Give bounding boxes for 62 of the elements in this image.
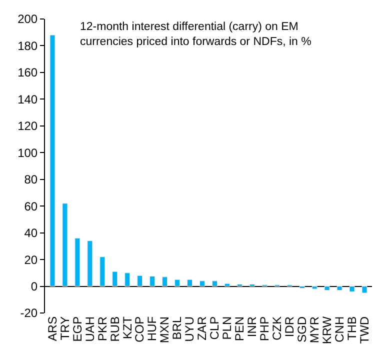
x-tick-label: KRW xyxy=(320,316,334,344)
y-tick-label: 20 xyxy=(24,252,38,267)
y-tick-label: 140 xyxy=(18,92,38,106)
x-tick-label: CLP xyxy=(208,316,222,340)
x-tick-label: KZT xyxy=(120,316,134,340)
y-tick-label: 80 xyxy=(24,172,38,187)
x-tick-label: CNH xyxy=(332,316,346,342)
x-tick-label: EGP xyxy=(70,316,84,342)
y-tick-label: 60 xyxy=(24,199,38,214)
y-tick-label: 100 xyxy=(18,146,38,160)
annotation: 12-month interest differential (carry) on EM currencies priced into forwards or NDFs, in % xyxy=(80,21,312,48)
bar xyxy=(87,240,93,287)
x-tick-label: COP xyxy=(132,316,147,342)
bar xyxy=(336,286,342,291)
x-tick-label: MYR xyxy=(307,316,322,344)
x-tick-label: HUF xyxy=(145,316,160,342)
x-tick-label: THB xyxy=(344,316,359,340)
x-tick-label: SGD xyxy=(295,316,310,342)
bar xyxy=(224,283,230,287)
x-tick-label: PLN xyxy=(220,316,234,340)
bar xyxy=(100,256,106,287)
bar xyxy=(50,34,56,287)
x-tick-label: PEN xyxy=(232,316,247,342)
bar xyxy=(174,279,180,287)
x-tick-label: IDR xyxy=(282,316,297,338)
x-tick-label: UYU xyxy=(182,316,197,342)
bar xyxy=(112,271,118,287)
x-tick-label: ARS xyxy=(45,316,60,342)
y-tick-label: 180 xyxy=(18,38,38,53)
x-tick-label: PKR xyxy=(95,316,110,342)
bar xyxy=(150,276,156,287)
bar xyxy=(137,275,143,287)
x-tick-label: BRL xyxy=(170,316,184,340)
bar xyxy=(236,284,242,287)
bar xyxy=(124,272,130,287)
bar xyxy=(187,279,193,287)
x-tick-label: INR xyxy=(245,316,260,338)
x-tick-label: UAH xyxy=(82,316,97,342)
x-tick-label: CZK xyxy=(270,316,284,340)
y-tick-label: 120 xyxy=(18,119,38,134)
bar xyxy=(349,286,355,292)
bar xyxy=(74,238,80,287)
y-tick-label: 0 xyxy=(30,279,38,294)
bar xyxy=(249,284,255,287)
bar xyxy=(200,280,206,287)
bar xyxy=(312,286,318,290)
x-tick-label: RUB xyxy=(108,316,122,342)
x-tick-label: TWD xyxy=(357,316,372,344)
bar xyxy=(162,276,168,287)
y-tick-label: 160 xyxy=(18,66,38,80)
y-tick-label: 40 xyxy=(24,226,38,240)
x-tick-label: PHP xyxy=(258,316,272,342)
bar xyxy=(324,286,330,291)
bar xyxy=(299,286,305,289)
y-tick-label: -20 xyxy=(20,306,38,320)
bar xyxy=(362,286,368,294)
bar xyxy=(212,280,218,287)
x-tick-label: TRY xyxy=(58,316,72,340)
x-tick-label: ZAR xyxy=(195,316,210,340)
y-tick-label: 200 xyxy=(18,12,38,26)
x-tick-label: MXN xyxy=(158,316,172,344)
bar xyxy=(62,203,68,287)
